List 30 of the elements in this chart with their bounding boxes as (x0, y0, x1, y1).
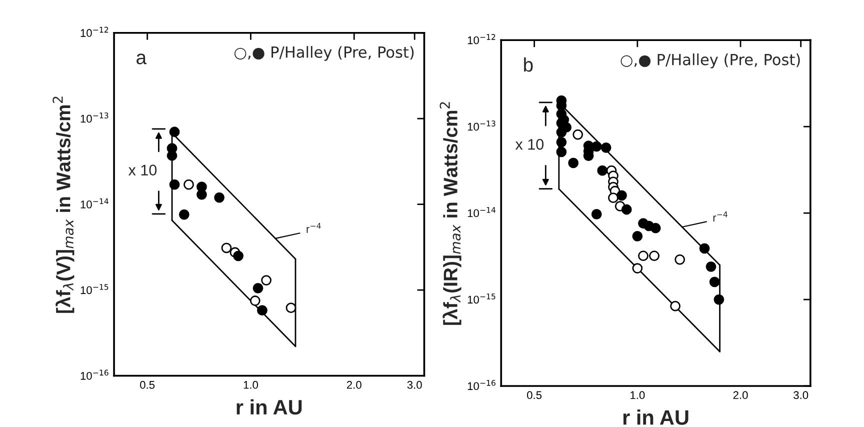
x-tick-label: 2.0 (346, 380, 362, 389)
x-tick-label: 0.5 (527, 391, 542, 400)
annotation: x 10 (515, 138, 544, 150)
x-tick-label: 1.0 (244, 380, 258, 389)
annotation: ○,● P/Halley (Pre, Post) (620, 53, 800, 68)
y-tick-label: 10$^{−12}$ (80, 26, 108, 37)
y-tick-label: 10$^{−13}$ (468, 120, 496, 131)
annotation: x 10 (128, 164, 157, 176)
x-axis-title: r in AU (236, 399, 302, 415)
annotation: r$^{−4}$ (306, 222, 321, 233)
x-tick-label: 0.5 (140, 380, 155, 389)
y-tick-label: 10$^{−16}$ (468, 380, 496, 390)
y-tick-label: 10$^{−16}$ (80, 370, 108, 380)
x-tick-label: 2.0 (733, 391, 748, 400)
y-axis-title: [λf$_{λ}$(IR)]$_{max}$ in Watts/cm$^{2}$ (440, 102, 462, 325)
y-axis-title: [λf$_{λ}$(V)]$_{max}$ in Watts/cm$^{2}$ (52, 96, 74, 313)
y-tick-label: 10$^{−12}$ (468, 34, 496, 44)
y-tick-label: 10$^{−13}$ (80, 112, 108, 123)
x-axis-title: r in AU (623, 410, 688, 425)
x-tick-label: 3.0 (794, 391, 808, 400)
text: b (524, 57, 533, 72)
annotation: r$^{−4}$ (713, 212, 728, 222)
annotation: ○,● P/Halley (Pre, Post) (234, 46, 414, 61)
y-tick-label: 10$^{−15}$ (468, 294, 496, 304)
y-tick-label: 10$^{−14}$ (468, 207, 496, 218)
x-tick-label: 1.0 (630, 391, 645, 400)
y-tick-label: 10$^{−15}$ (80, 284, 108, 294)
y-tick-label: 10$^{−14}$ (80, 198, 108, 208)
text: a (136, 54, 147, 64)
x-tick-label: 3.0 (407, 380, 422, 389)
